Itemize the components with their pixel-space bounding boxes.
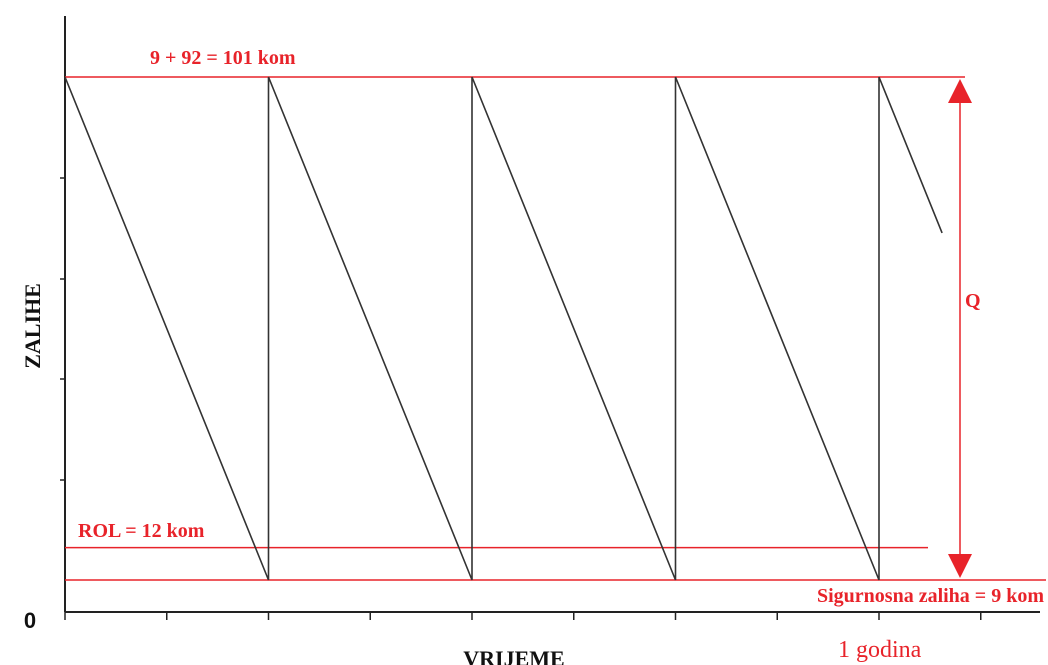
q-arrow [948,79,972,578]
sawtooth-line [64,76,943,581]
x-axis-title: VRIJEME [463,646,564,665]
y-axis-title: ZALIHE [20,283,45,369]
stock-series [64,76,943,581]
origin-label: 0 [24,608,36,633]
reference-lines [65,76,1046,581]
max-level-label: 9 + 92 = 101 kom [150,47,296,69]
q-arrow-head-down [948,554,972,578]
rol-label: ROL = 12 kom [78,520,205,542]
q-label: Q [965,290,981,312]
q-arrow-head-up [948,79,972,103]
year-label: 1 godina [838,637,922,663]
axes [60,16,1040,620]
safety-stock-label: Sigurnosna zaliha = 9 kom [817,585,1044,607]
